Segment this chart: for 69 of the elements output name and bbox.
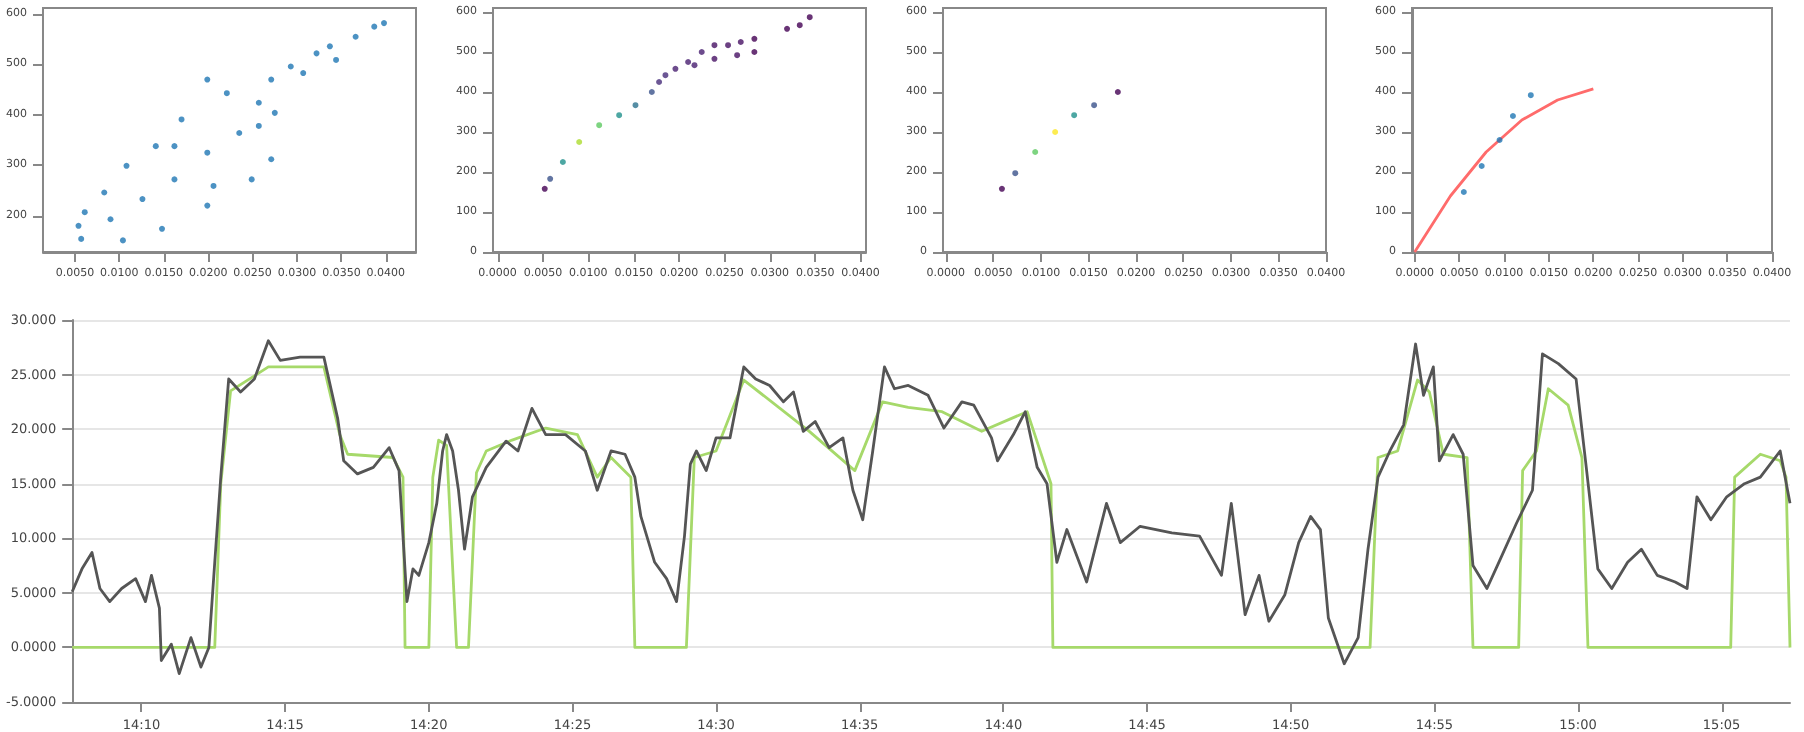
point xyxy=(1496,137,1503,143)
point xyxy=(596,122,603,129)
point xyxy=(734,52,741,59)
point xyxy=(75,222,82,229)
point xyxy=(685,59,692,65)
point xyxy=(152,143,159,150)
line-series xyxy=(70,365,1792,649)
point xyxy=(381,20,388,27)
point xyxy=(1478,163,1485,169)
point xyxy=(119,237,126,244)
point xyxy=(371,23,378,30)
point xyxy=(784,25,791,32)
point xyxy=(672,65,679,72)
point xyxy=(632,102,639,109)
point xyxy=(751,49,758,55)
point xyxy=(123,162,130,169)
point xyxy=(159,225,165,232)
point xyxy=(1052,129,1059,135)
point xyxy=(725,42,732,49)
point xyxy=(1012,170,1019,177)
point xyxy=(559,159,566,165)
point xyxy=(1091,102,1098,109)
point xyxy=(204,202,211,209)
point xyxy=(648,89,655,95)
point xyxy=(287,63,294,70)
point xyxy=(107,216,114,223)
point xyxy=(1114,89,1121,95)
line-series xyxy=(70,339,1792,676)
point xyxy=(223,90,230,97)
point xyxy=(236,130,243,137)
line-series xyxy=(1413,87,1595,254)
point xyxy=(806,14,813,21)
point xyxy=(255,99,262,106)
point xyxy=(711,55,718,62)
point xyxy=(1460,189,1467,195)
point xyxy=(1071,112,1078,119)
point xyxy=(698,49,705,55)
point xyxy=(751,35,758,42)
point xyxy=(547,175,554,182)
point xyxy=(171,176,178,183)
point xyxy=(998,185,1005,192)
point xyxy=(78,235,85,242)
point xyxy=(81,209,88,216)
point xyxy=(352,33,359,40)
point xyxy=(271,109,278,116)
point xyxy=(1032,149,1039,155)
point xyxy=(300,70,307,77)
point xyxy=(178,116,185,123)
point xyxy=(711,42,718,49)
point xyxy=(541,185,548,192)
point xyxy=(333,56,340,63)
point xyxy=(248,176,255,183)
point xyxy=(326,43,333,50)
point xyxy=(139,196,146,203)
point xyxy=(1509,113,1516,119)
point xyxy=(1527,92,1534,99)
point xyxy=(268,156,275,163)
point xyxy=(662,72,669,79)
point xyxy=(210,182,217,189)
point xyxy=(255,122,262,129)
point xyxy=(656,79,663,85)
point xyxy=(268,76,275,83)
point xyxy=(796,22,803,29)
point xyxy=(737,39,744,45)
point xyxy=(204,149,211,156)
point xyxy=(691,62,698,69)
point xyxy=(616,112,623,119)
point xyxy=(171,143,178,150)
point xyxy=(576,139,583,145)
